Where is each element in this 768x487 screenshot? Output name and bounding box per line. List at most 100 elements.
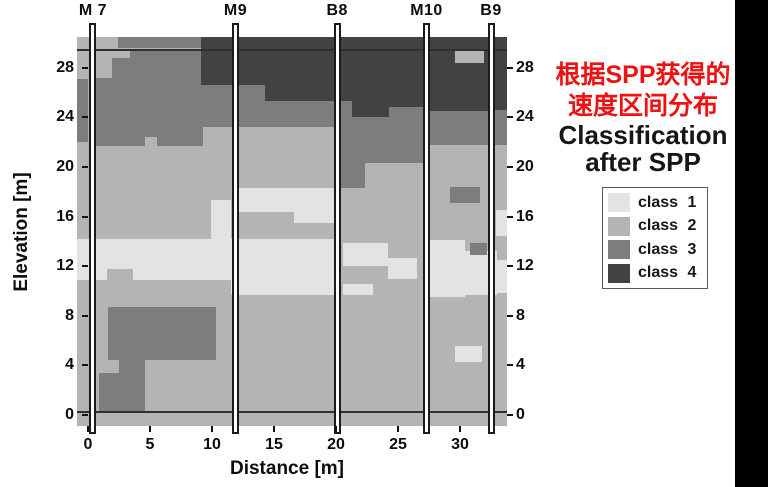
heatmap-region-class-2 bbox=[455, 50, 484, 63]
annotation-line-1: 根据SPP获得的 bbox=[555, 61, 731, 89]
heatmap-region-class-3 bbox=[469, 242, 488, 256]
x-tick-label: 20 bbox=[327, 436, 345, 453]
heatmap-region-class-1 bbox=[388, 257, 417, 279]
heatmap-region-class-3 bbox=[117, 37, 201, 48]
y-tick-label-left: 28 bbox=[56, 58, 74, 76]
y-tick-label-left: 4 bbox=[65, 356, 74, 374]
x-tick-label: 5 bbox=[145, 436, 155, 453]
annotation-chinese: 根据SPP获得的 速度区间分布 bbox=[540, 60, 746, 122]
legend-swatch-class-2 bbox=[608, 216, 630, 236]
x-axis-title: Distance [m] bbox=[229, 458, 345, 479]
y-axis-tick-right bbox=[507, 215, 513, 218]
y-axis-tick-left bbox=[82, 215, 88, 218]
heatmap-region-class-1 bbox=[495, 210, 507, 237]
heatmap-region-class-3 bbox=[95, 49, 204, 146]
y-axis-tick-right bbox=[507, 314, 513, 317]
borehole-bar-M7 bbox=[89, 23, 97, 434]
x-axis-tick bbox=[273, 426, 275, 432]
heatmap-region-class-1 bbox=[238, 188, 294, 212]
borehole-bar-B8 bbox=[333, 23, 341, 434]
survey-line bbox=[77, 410, 507, 413]
legend-label-class-3: class 3 bbox=[638, 240, 697, 258]
heatmap-plot-area bbox=[77, 37, 507, 426]
x-axis-tick bbox=[397, 426, 399, 432]
heatmap-region-class-3 bbox=[493, 109, 507, 140]
heatmap-region-class-1 bbox=[210, 200, 231, 239]
heatmap-region-class-2 bbox=[111, 49, 131, 58]
borehole-label-M7: M 7 bbox=[78, 2, 108, 19]
borehole-bar-B9 bbox=[487, 23, 495, 434]
legend-item-3: class 3 bbox=[608, 239, 702, 260]
x-axis-tick bbox=[335, 426, 337, 432]
y-tick-label-right: 20 bbox=[516, 158, 534, 175]
y-axis-tick-left bbox=[82, 364, 88, 367]
borehole-label-B8: B8 bbox=[326, 2, 348, 19]
y-axis-tick-left bbox=[82, 66, 88, 69]
x-tick-label: 25 bbox=[389, 436, 407, 453]
y-tick-label-left: 0 bbox=[65, 406, 74, 423]
y-tick-label-left: 8 bbox=[65, 306, 74, 324]
x-axis-tick bbox=[211, 426, 213, 432]
heatmap-region-class-1 bbox=[495, 260, 507, 294]
y-tick-label-left: 12 bbox=[56, 257, 74, 275]
legend-swatch-class-3 bbox=[608, 240, 630, 260]
legend-title: Classification after SPP bbox=[534, 122, 752, 176]
y-axis-tick-left bbox=[82, 265, 88, 268]
y-tick-label-right: 4 bbox=[516, 356, 525, 374]
y-axis-tick-right bbox=[507, 166, 513, 168]
y-tick-label-right: 0 bbox=[516, 406, 525, 423]
legend-label-class-1: class 1 bbox=[638, 193, 697, 211]
x-tick-label: 15 bbox=[265, 436, 283, 453]
borehole-bar-M10 bbox=[423, 23, 431, 434]
heatmap-region-class-3 bbox=[107, 307, 216, 361]
y-axis-tick-left bbox=[82, 166, 88, 168]
legend-label-class-4: class 4 bbox=[638, 264, 697, 282]
y-axis-tick-left bbox=[82, 414, 88, 416]
y-tick-label-right: 12 bbox=[516, 257, 534, 275]
y-axis-tick-right bbox=[507, 364, 513, 367]
legend-swatch-class-4 bbox=[608, 263, 630, 283]
y-tick-label-left: 24 bbox=[56, 108, 74, 126]
heatmap-region-class-2 bbox=[77, 37, 118, 48]
x-axis-tick bbox=[149, 426, 151, 432]
heatmap-region-class-2 bbox=[145, 137, 158, 146]
annotation-line-2: 速度区间分布 bbox=[567, 92, 718, 120]
heatmap-region-class-1 bbox=[77, 238, 231, 280]
right-black-bar bbox=[735, 0, 768, 487]
heatmap-region-class-1 bbox=[343, 283, 374, 295]
borehole-label-B9: B9 bbox=[480, 2, 502, 19]
heatmap-region-class-2 bbox=[97, 360, 119, 373]
heatmap-region-class-1 bbox=[429, 240, 465, 298]
x-axis-tick bbox=[459, 426, 461, 432]
survey-line bbox=[77, 48, 507, 51]
heatmap-region-class-2 bbox=[95, 49, 112, 78]
y-tick-label-left: 16 bbox=[56, 207, 74, 225]
y-tick-label-right: 24 bbox=[516, 108, 534, 126]
legend-swatch-class-1 bbox=[608, 193, 630, 213]
borehole-label-M10: M10 bbox=[410, 2, 443, 19]
y-axis-tick-right bbox=[507, 414, 513, 416]
x-tick-label: 10 bbox=[203, 436, 221, 453]
y-axis-tick-right bbox=[507, 66, 513, 69]
y-tick-label-right: 8 bbox=[516, 306, 525, 324]
borehole-label-M9: M9 bbox=[223, 2, 248, 19]
x-axis-tick bbox=[87, 426, 89, 432]
heatmap-region-class-2 bbox=[106, 268, 133, 283]
legend-item-1: class 1 bbox=[608, 192, 702, 213]
legend-title-line-2: after SPP bbox=[585, 147, 701, 177]
x-tick-label: 30 bbox=[451, 436, 469, 453]
x-tick-label: 0 bbox=[83, 436, 93, 453]
heatmap-region-class-1 bbox=[455, 345, 483, 362]
y-tick-label-right: 16 bbox=[516, 207, 534, 225]
y-axis-tick-right bbox=[507, 116, 513, 119]
legend-label-class-2: class 2 bbox=[638, 217, 697, 235]
borehole-bar-M9 bbox=[232, 23, 240, 434]
heatmap-region-class-3 bbox=[450, 186, 480, 203]
y-axis-tick-left bbox=[82, 116, 88, 119]
legend-box: class 1 class 2 class 3 class 4 bbox=[602, 187, 708, 289]
y-axis-title: Elevation [m] bbox=[11, 172, 32, 292]
legend-item-2: class 2 bbox=[608, 216, 702, 237]
heatmap-region-class-3 bbox=[77, 78, 88, 143]
